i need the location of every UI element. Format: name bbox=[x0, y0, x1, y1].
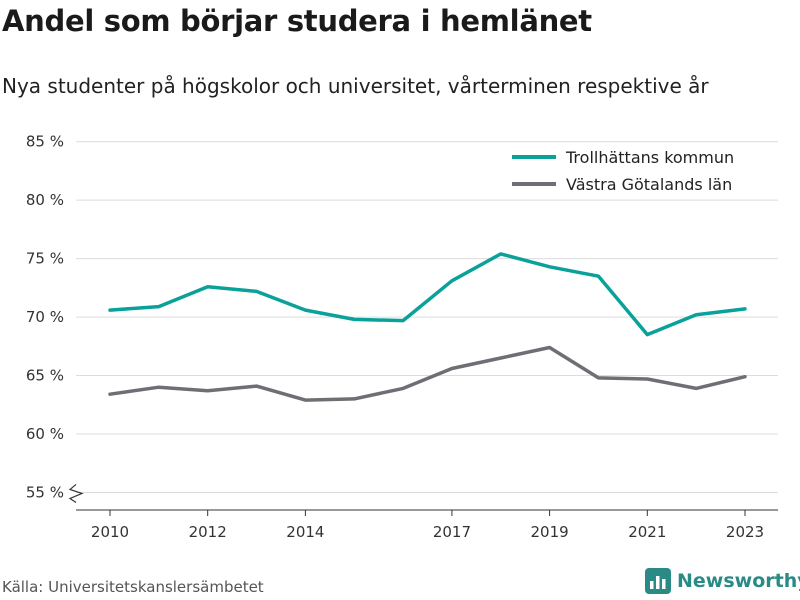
y-tick-label: 75 % bbox=[26, 250, 64, 268]
y-tick-label: 70 % bbox=[26, 308, 64, 326]
series-lines bbox=[108, 252, 747, 402]
series-line-1 bbox=[108, 252, 747, 337]
legend-label-2: Västra Götalands län bbox=[566, 175, 732, 194]
series-line-2 bbox=[108, 345, 747, 402]
x-tick-label: 2012 bbox=[189, 523, 227, 541]
axis-break-icon bbox=[68, 484, 84, 503]
x-tick-label: 2023 bbox=[726, 523, 764, 541]
chart-subtitle: Nya studenter på högskolor och universit… bbox=[2, 74, 709, 98]
newsworthy-logo-icon bbox=[645, 568, 671, 594]
source-note: Källa: Universitetskanslersämbetet bbox=[2, 578, 264, 596]
y-tick-label: 85 % bbox=[26, 133, 64, 151]
x-tick-label: 2017 bbox=[433, 523, 471, 541]
newsworthy-logo: Newsworthy bbox=[645, 568, 800, 594]
gridlines bbox=[76, 141, 778, 493]
brand-name: Newsworthy bbox=[677, 570, 800, 592]
x-tick-label: 2021 bbox=[628, 523, 666, 541]
x-tick-label: 2019 bbox=[531, 523, 569, 541]
x-tick-label: 2014 bbox=[286, 523, 324, 541]
y-tick-label: 80 % bbox=[26, 191, 64, 209]
x-axis: 2010 2012 2014 2017 2019 2021 2023 bbox=[76, 509, 778, 541]
x-tick-label: 2010 bbox=[91, 523, 129, 541]
y-tick-label: 65 % bbox=[26, 367, 64, 385]
y-tick-label: 60 % bbox=[26, 425, 64, 443]
y-axis: 55 % 60 % 65 % 70 % 75 % 80 % 85 % bbox=[26, 133, 84, 503]
legend: Trollhättans kommun Västra Götalands län bbox=[512, 148, 734, 194]
y-tick-label: 55 % bbox=[26, 483, 64, 501]
chart-title: Andel som börjar studera i hemlänet bbox=[2, 4, 592, 38]
legend-label-1: Trollhättans kommun bbox=[565, 148, 734, 167]
